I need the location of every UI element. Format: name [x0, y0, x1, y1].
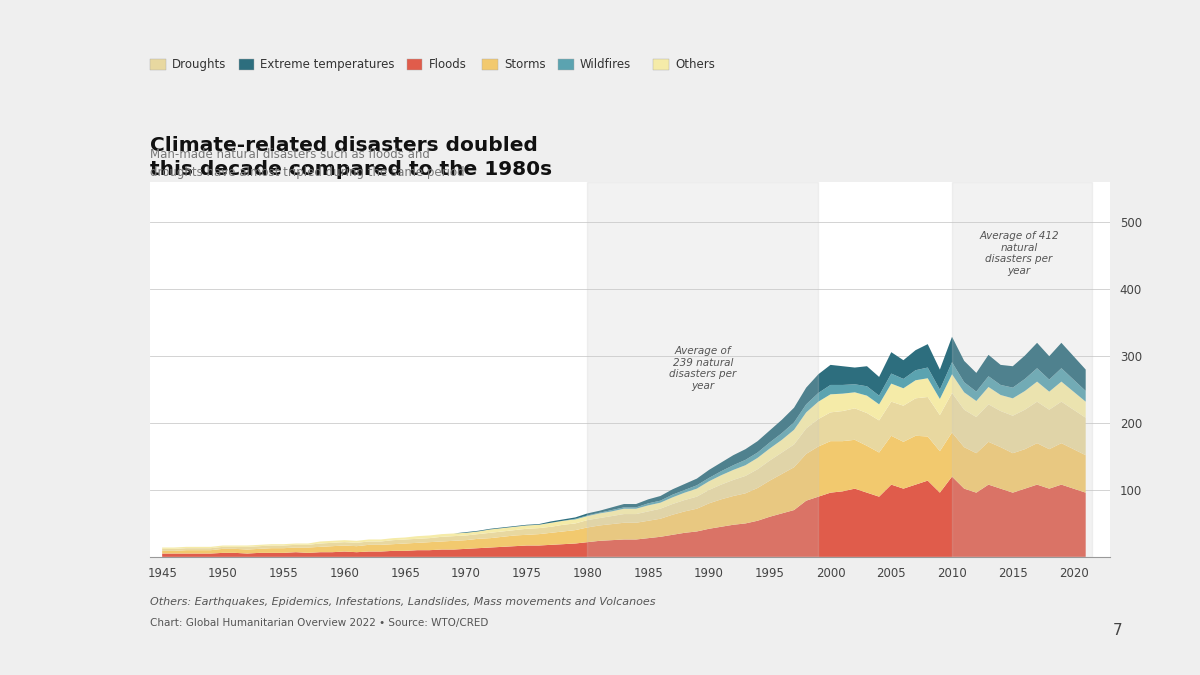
Text: Wildfires: Wildfires — [580, 57, 631, 71]
Text: Droughts: Droughts — [172, 57, 226, 71]
Bar — [588, 182, 818, 557]
Text: Average of 412
natural
disasters per
year: Average of 412 natural disasters per yea… — [979, 231, 1058, 276]
Text: 7: 7 — [1112, 623, 1122, 638]
Text: Storms: Storms — [504, 57, 546, 71]
Text: Others: Others — [674, 57, 715, 71]
Text: Floods: Floods — [428, 57, 467, 71]
Text: Extreme temperatures: Extreme temperatures — [260, 57, 395, 71]
Bar — [952, 182, 1092, 557]
Text: Man-made natural disasters such as floods and
droughts have almost tripled durin: Man-made natural disasters such as flood… — [150, 112, 464, 179]
Text: Climate-related disasters doubled
this decade compared to the 1980s: Climate-related disasters doubled this d… — [150, 136, 552, 179]
Text: Chart: Global Humanitarian Overview 2022 • Source: WTO/CRED: Chart: Global Humanitarian Overview 2022… — [150, 618, 488, 628]
Text: Average of
239 natural
disasters per
year: Average of 239 natural disasters per yea… — [670, 346, 737, 391]
Text: Others: Earthquakes, Epidemics, Infestations, Landslides, Mass movements and Vol: Others: Earthquakes, Epidemics, Infestat… — [150, 597, 655, 608]
